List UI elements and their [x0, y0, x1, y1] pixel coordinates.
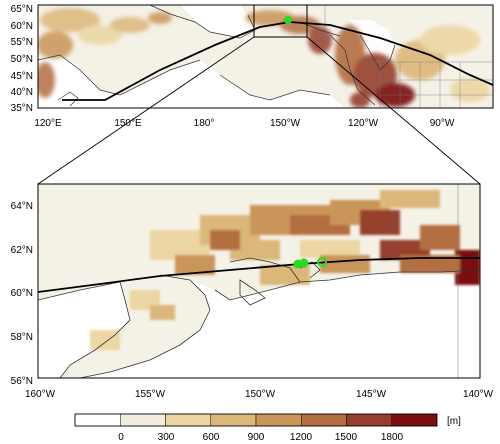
colorbar-cell [165, 413, 211, 427]
colorbar-cell [346, 413, 392, 427]
detail-lat-ticks: 64°N 62°N 60°N 58°N 56°N [11, 201, 33, 387]
lon-label: 140°W [463, 389, 494, 400]
colorbar-cells [74, 413, 438, 427]
colorbar-cell [210, 413, 257, 427]
lat-label: 35°N [11, 103, 33, 114]
colorbar-cell [391, 413, 438, 427]
lon-label: 155°W [135, 389, 166, 400]
lon-label: 120°E [34, 118, 62, 129]
overview-zoom-box [253, 5, 308, 38]
lat-label: 55°N [11, 37, 33, 48]
lon-label: 160°W [25, 389, 56, 400]
detail-coastlines [38, 257, 480, 378]
colorbar-cell [74, 413, 121, 427]
zoom-connector-left [37, 36, 255, 185]
lat-label: 56°N [11, 376, 33, 387]
lat-label: 50°N [11, 54, 33, 65]
detail-terrain [38, 184, 480, 378]
detail-track [38, 257, 480, 293]
lon-label: 180° [194, 118, 215, 129]
lat-label: 62°N [11, 245, 33, 256]
lon-label: 150°W [270, 118, 301, 129]
colorbar-tick-label: 1800 [381, 432, 404, 443]
zoom-connector-right [306, 36, 481, 185]
overview-lon-ticks: 120°E 150°E 180° 150°W 120°W 90°W [34, 118, 455, 129]
lat-label: 60°N [11, 21, 33, 32]
lon-label: 120°W [348, 118, 379, 129]
colorbar: 0 300 600 900 1200 1500 1800 [m] [74, 413, 461, 443]
overview-map: 65°N 60°N 55°N 50°N 45°N 40°N 35°N 120°E… [11, 4, 494, 129]
lat-label: 40°N [11, 87, 33, 98]
colorbar-tick-label: 900 [248, 432, 265, 443]
lat-label: 60°N [11, 288, 33, 299]
lon-label: 150°W [245, 389, 276, 400]
overview-station-marker [284, 16, 292, 24]
detail-station-marker [299, 258, 309, 268]
colorbar-ticks: 0 300 600 900 1200 1500 1800 [118, 432, 403, 443]
lon-label: 90°W [430, 118, 455, 129]
colorbar-unit: [m] [447, 416, 461, 427]
lat-label: 45°N [11, 71, 33, 82]
detail-map: 64°N 62°N 60°N 58°N 56°N 160°W 155°W 150… [11, 183, 494, 400]
colorbar-tick-label: 1200 [290, 432, 313, 443]
colorbar-cell [255, 413, 302, 427]
detail-station-marker [317, 257, 327, 267]
lon-label: 150°E [114, 118, 142, 129]
overview-terrain [38, 5, 493, 108]
colorbar-tick-label: 300 [158, 432, 175, 443]
lat-label: 65°N [11, 4, 33, 15]
colorbar-tick-label: 0 [118, 432, 124, 443]
overview-frame [37, 4, 494, 109]
colorbar-cell [120, 413, 166, 427]
lon-label: 145°W [356, 389, 387, 400]
overview-lat-ticks: 65°N 60°N 55°N 50°N 45°N 40°N 35°N [11, 4, 33, 114]
detail-frame [37, 183, 481, 379]
lat-label: 58°N [11, 332, 33, 343]
lat-label: 64°N [11, 201, 33, 212]
colorbar-cell [301, 413, 347, 427]
detail-lon-ticks: 160°W 155°W 150°W 145°W 140°W [25, 389, 494, 400]
colorbar-tick-label: 600 [203, 432, 220, 443]
colorbar-tick-label: 1500 [335, 432, 358, 443]
colorbar-frame [74, 413, 438, 427]
